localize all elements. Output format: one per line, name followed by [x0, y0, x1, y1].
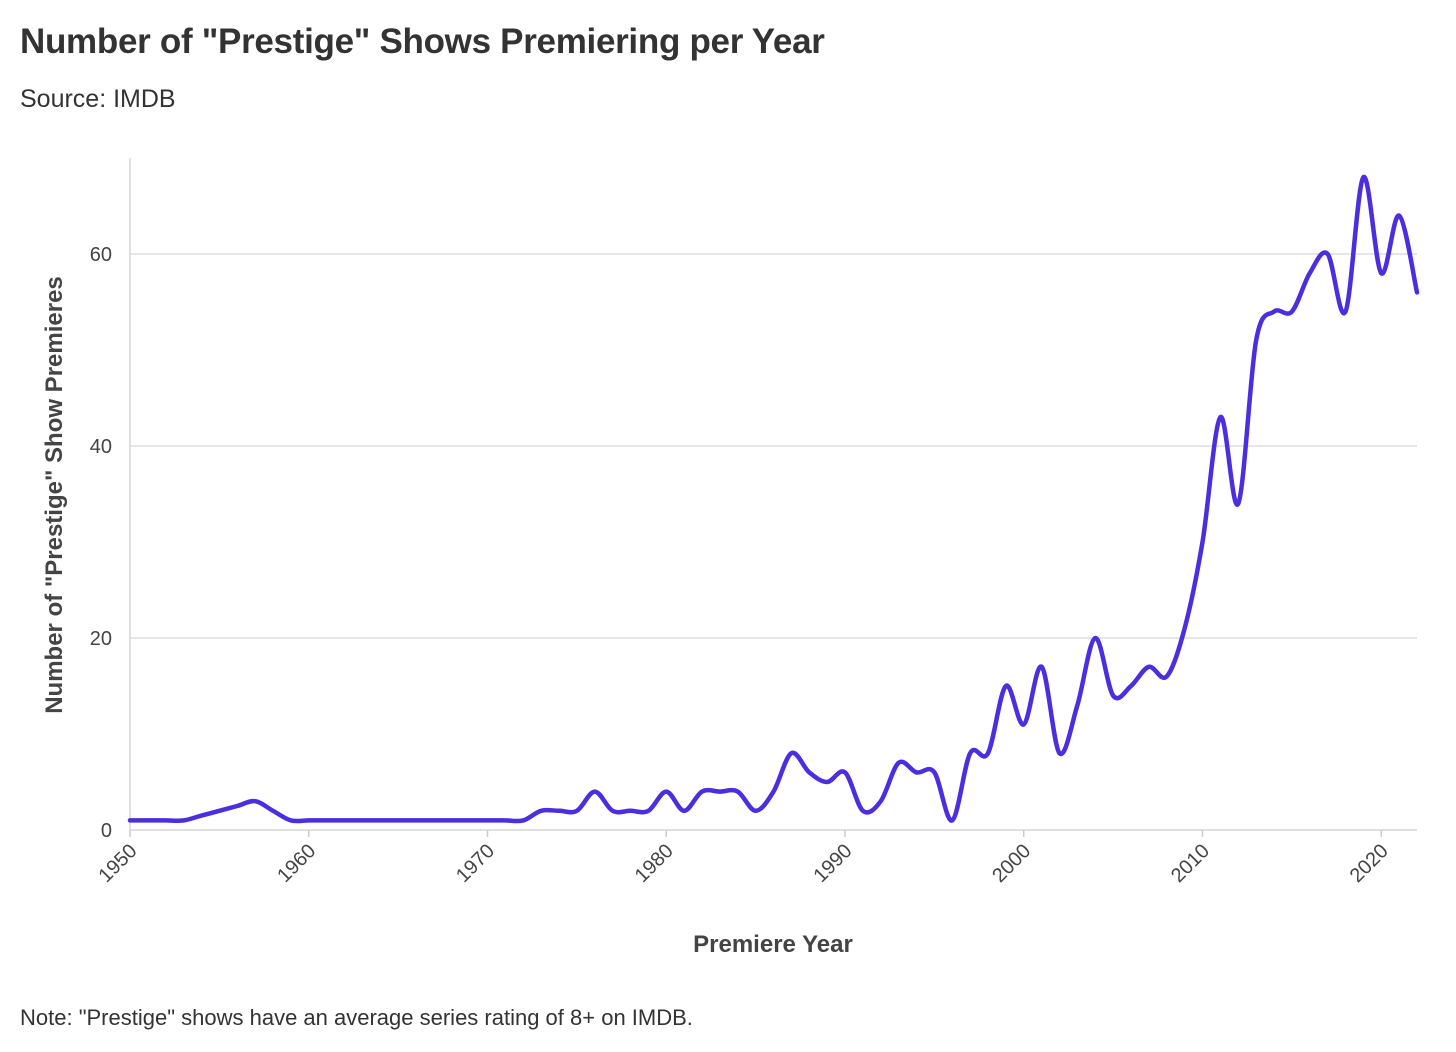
x-tick-label: 1960: [273, 840, 320, 887]
x-tick-label: 2000: [988, 840, 1035, 887]
x-axis-title: Premiere Year: [693, 931, 853, 958]
grid-lines: [130, 253, 1417, 639]
y-tick-label: 40: [90, 436, 112, 458]
y-tick-label: 20: [90, 628, 112, 650]
x-tick-label: 1980: [631, 840, 678, 887]
x-tick-labels: 1950 1960 1970 1980 1990 2000 2010 2020: [95, 840, 1393, 887]
chart-subtitle: Source: IMDB: [20, 85, 176, 113]
axes: [129, 158, 1417, 837]
x-tick-label: 1970: [452, 840, 499, 887]
series-layer: [127, 174, 1420, 824]
chart-note: Note: "Prestige" shows have an average s…: [20, 1005, 693, 1030]
x-tick-label: 2010: [1167, 840, 1214, 887]
x-tick-label: 2020: [1346, 840, 1393, 887]
y-axis-title: Number of "Prestige" Show Premieres: [41, 276, 68, 714]
y-tick-label: 0: [101, 820, 112, 842]
series-line: [127, 174, 1420, 824]
y-tick-label: 60: [90, 244, 112, 266]
x-tick-label: 1950: [95, 840, 142, 887]
chart-title: Number of "Prestige" Shows Premiering pe…: [20, 22, 825, 61]
y-tick-labels: 0 20 40 60: [90, 244, 112, 842]
x-tick-label: 1990: [810, 840, 857, 887]
